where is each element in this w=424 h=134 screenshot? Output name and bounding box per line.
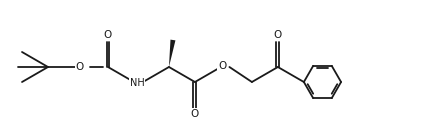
Polygon shape [169, 40, 176, 67]
Text: O: O [191, 109, 199, 119]
Text: NH: NH [130, 79, 144, 88]
Text: O: O [274, 30, 282, 40]
Text: O: O [218, 60, 226, 70]
Text: O: O [104, 30, 112, 40]
Text: O: O [75, 62, 84, 72]
